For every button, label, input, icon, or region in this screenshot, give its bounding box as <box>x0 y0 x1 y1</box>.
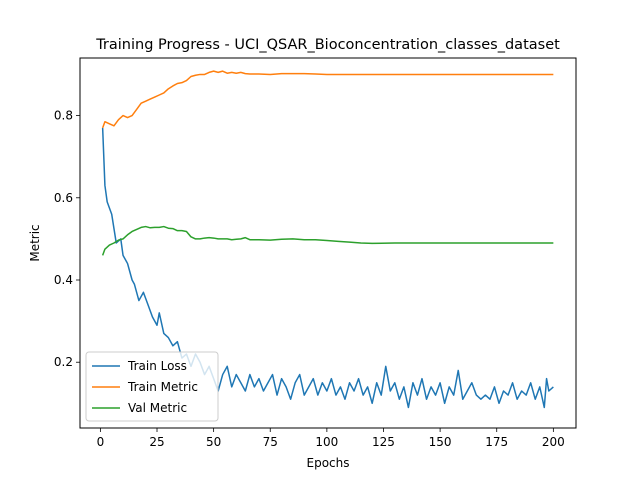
x-axis: 0 25 50 75 100 125 150 175 200 <box>97 428 565 449</box>
x-tick-label: 25 <box>149 435 164 449</box>
y-axis-title: Metric <box>28 224 42 261</box>
y-axis: 0.2 0.4 0.6 0.8 <box>54 109 80 369</box>
plot-area <box>101 70 554 409</box>
legend: Train Loss Train Metric Val Metric <box>85 351 219 422</box>
y-tick-label: 0.4 <box>54 273 73 287</box>
y-tick-label: 0.8 <box>54 109 73 123</box>
legend-label: Train Loss <box>127 359 187 373</box>
y-tick-label: 0.2 <box>54 355 73 369</box>
legend-box <box>85 351 219 422</box>
legend-label: Val Metric <box>128 401 187 415</box>
x-tick-label: 50 <box>206 435 221 449</box>
x-tick-label: 150 <box>429 435 452 449</box>
x-tick-label: 175 <box>485 435 508 449</box>
legend-label: Train Metric <box>127 380 198 394</box>
series-line-train-metric <box>101 70 554 129</box>
series-line-val-metric <box>101 225 554 256</box>
x-tick-label: 75 <box>263 435 278 449</box>
x-tick-label: 125 <box>372 435 395 449</box>
series-line-train-loss <box>101 127 554 409</box>
x-tick-label: 200 <box>542 435 565 449</box>
x-tick-label: 100 <box>315 435 338 449</box>
y-tick-label: 0.6 <box>54 191 73 205</box>
plot-frame <box>79 57 577 429</box>
chart-title: Training Progress - UCI_QSAR_Bioconcentr… <box>95 37 560 53</box>
x-tick-label: 0 <box>97 435 105 449</box>
x-axis-title: Epochs <box>307 456 350 470</box>
